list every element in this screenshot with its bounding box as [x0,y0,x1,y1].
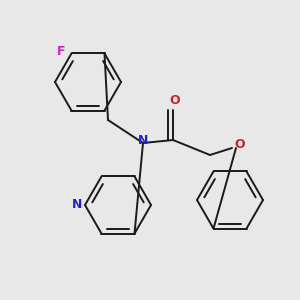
Text: O: O [235,139,245,152]
Text: N: N [138,134,148,146]
Text: O: O [170,94,180,106]
Text: N: N [72,197,82,211]
Text: F: F [57,45,66,58]
